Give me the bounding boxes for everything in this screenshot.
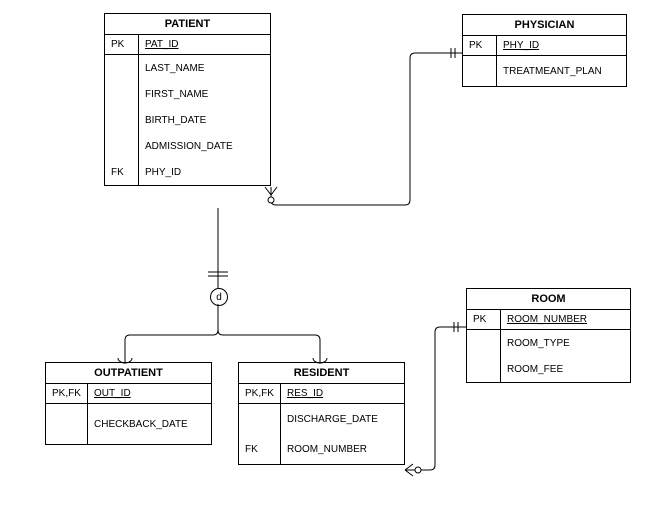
key-cell [463, 56, 496, 86]
entity-title: RESIDENT [239, 363, 404, 384]
key-cell: FK [105, 159, 138, 185]
key-cell [46, 404, 87, 444]
key-header: PK,FK [46, 384, 87, 404]
key-cell [467, 356, 500, 382]
connector-disjoint-resident [218, 304, 320, 362]
entity-title: PATIENT [105, 14, 270, 35]
key-cell [239, 404, 280, 434]
key-cell: FK [239, 434, 280, 464]
attr-cell: FIRST_NAME [139, 81, 270, 107]
attr-cell: DISCHARGE_DATE [281, 404, 404, 434]
attr-cell: ROOM_NUMBER [281, 434, 404, 464]
attr-header: OUT_ID [88, 384, 211, 404]
entity-patient: PATIENT PK FK PAT_ID LAST_NAME FIRST_NAM… [104, 13, 271, 186]
entity-title: PHYSICIAN [463, 15, 626, 36]
key-cell [105, 133, 138, 159]
entity-physician: PHYSICIAN PK PHY_ID TREATMEANT_PLAN [462, 14, 627, 87]
entity-title: ROOM [467, 289, 630, 310]
attr-cell: TREATMEANT_PLAN [497, 56, 626, 86]
entity-room: ROOM PK ROOM_NUMBER ROOM_TYPE ROOM_FEE [466, 288, 631, 383]
connector-patient-physician [271, 53, 462, 205]
key-cell [467, 330, 500, 356]
attr-cell: ADMISSION_DATE [139, 133, 270, 159]
disjoint-symbol: d [210, 288, 228, 306]
attr-cell: LAST_NAME [139, 55, 270, 81]
attr-cell: ROOM_TYPE [501, 330, 630, 356]
key-header: PK [467, 310, 500, 330]
key-cell [105, 107, 138, 133]
key-cell [105, 55, 138, 81]
key-cell [105, 81, 138, 107]
key-header: PK [463, 36, 496, 56]
entity-outpatient: OUTPATIENT PK,FK OUT_ID CHECKBACK_DATE [45, 362, 212, 445]
attr-header: PAT_ID [139, 35, 270, 55]
attr-header: ROOM_NUMBER [501, 310, 630, 330]
attr-header: RES_ID [281, 384, 404, 404]
attr-cell: ROOM_FEE [501, 356, 630, 382]
entity-title: OUTPATIENT [46, 363, 211, 384]
attr-cell: BIRTH_DATE [139, 107, 270, 133]
entity-resident: RESIDENT PK,FK FK RES_ID DISCHARGE_DATE … [238, 362, 405, 465]
connector-disjoint-outpatient [125, 304, 218, 362]
connector-resident-room [405, 327, 466, 470]
key-header: PK,FK [239, 384, 280, 404]
attr-header: PHY_ID [497, 36, 626, 56]
attr-cell: CHECKBACK_DATE [88, 404, 211, 444]
key-header: PK [105, 35, 138, 55]
disjoint-label: d [216, 292, 222, 303]
attr-cell: PHY_ID [139, 159, 270, 185]
